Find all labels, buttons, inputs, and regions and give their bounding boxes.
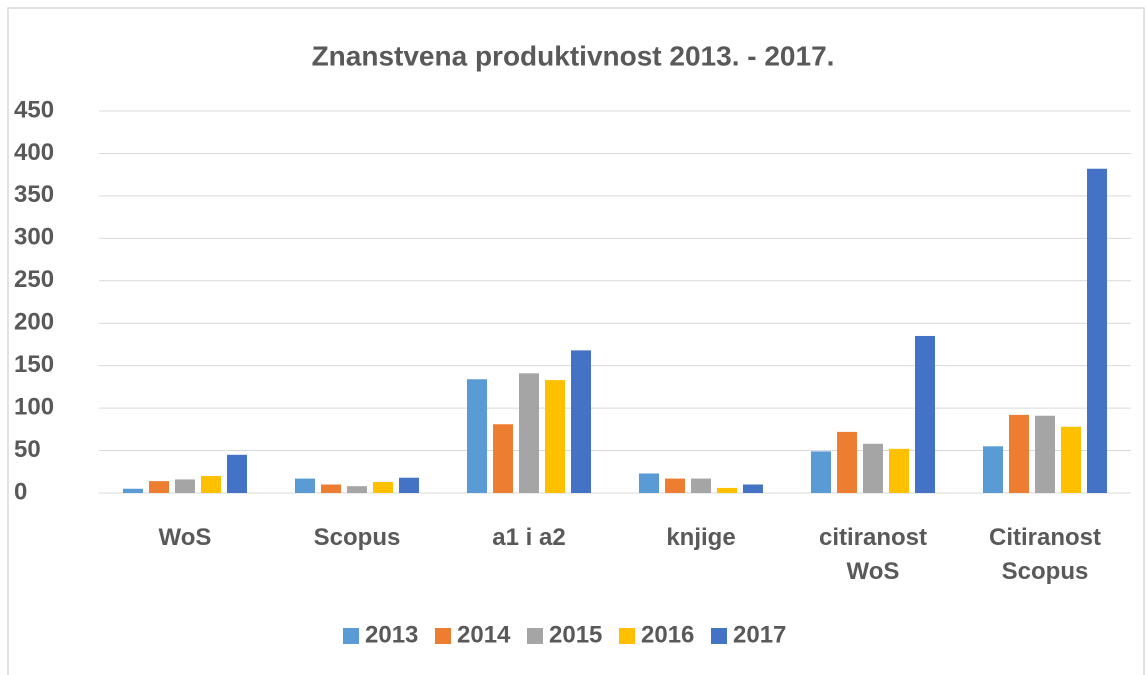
x-tick-label: knjige (666, 524, 736, 551)
legend-label: 2013 (365, 621, 418, 648)
bar (123, 488, 143, 493)
y-tick-label: 450 (14, 96, 54, 123)
legend-label: 2017 (733, 621, 786, 648)
y-tick-label: 200 (14, 309, 54, 336)
bar (665, 478, 685, 493)
x-tick-label: a1 i a2 (492, 524, 566, 551)
bar (915, 335, 935, 493)
bar (743, 484, 763, 493)
bar (399, 477, 419, 493)
bar (717, 487, 737, 493)
bar (175, 479, 195, 493)
x-tick-label: citiranost WoS (818, 524, 928, 585)
bar (295, 478, 315, 493)
y-tick-label: 350 (14, 181, 54, 208)
bar (227, 454, 247, 493)
legend-label: 2016 (641, 621, 694, 648)
y-tick-label: 250 (14, 266, 54, 293)
bar (201, 476, 221, 493)
legend-swatch (435, 628, 451, 644)
x-tick-label: WoS (158, 524, 212, 551)
bar (1009, 414, 1029, 493)
bar (373, 481, 393, 493)
legend-swatch (343, 628, 359, 644)
bar (545, 380, 565, 493)
legend-swatch (619, 628, 635, 644)
bar (519, 373, 539, 493)
y-tick-label: 150 (14, 351, 54, 378)
bar (571, 350, 591, 493)
bar (149, 481, 169, 493)
bar (467, 379, 487, 493)
bar (1087, 168, 1107, 494)
y-tick-label: 50 (14, 436, 41, 463)
legend-label: 2014 (457, 621, 511, 648)
chart-border (7, 7, 1145, 675)
bar (1061, 426, 1081, 493)
bar (863, 443, 883, 493)
x-tick-label: Scopus (313, 524, 401, 551)
bar (811, 451, 831, 493)
x-tick-label: Citiranost Scopus (988, 524, 1101, 585)
chart-title: Znanstvena produktivnost 2013. - 2017. (312, 40, 835, 71)
bar (639, 473, 659, 493)
bar (493, 424, 513, 493)
y-tick-label: 400 (14, 139, 54, 166)
bar (321, 484, 341, 493)
legend-swatch (527, 628, 543, 644)
bar (1035, 415, 1055, 493)
bar (983, 446, 1003, 493)
bar (837, 431, 857, 493)
bar (691, 478, 711, 493)
y-tick-label: 0 (14, 478, 27, 505)
legend-swatch (711, 628, 727, 644)
bar (889, 448, 909, 493)
legend-label: 2015 (549, 621, 602, 648)
y-tick-label: 300 (14, 224, 54, 251)
bar (347, 486, 367, 493)
y-tick-label: 100 (14, 393, 54, 420)
